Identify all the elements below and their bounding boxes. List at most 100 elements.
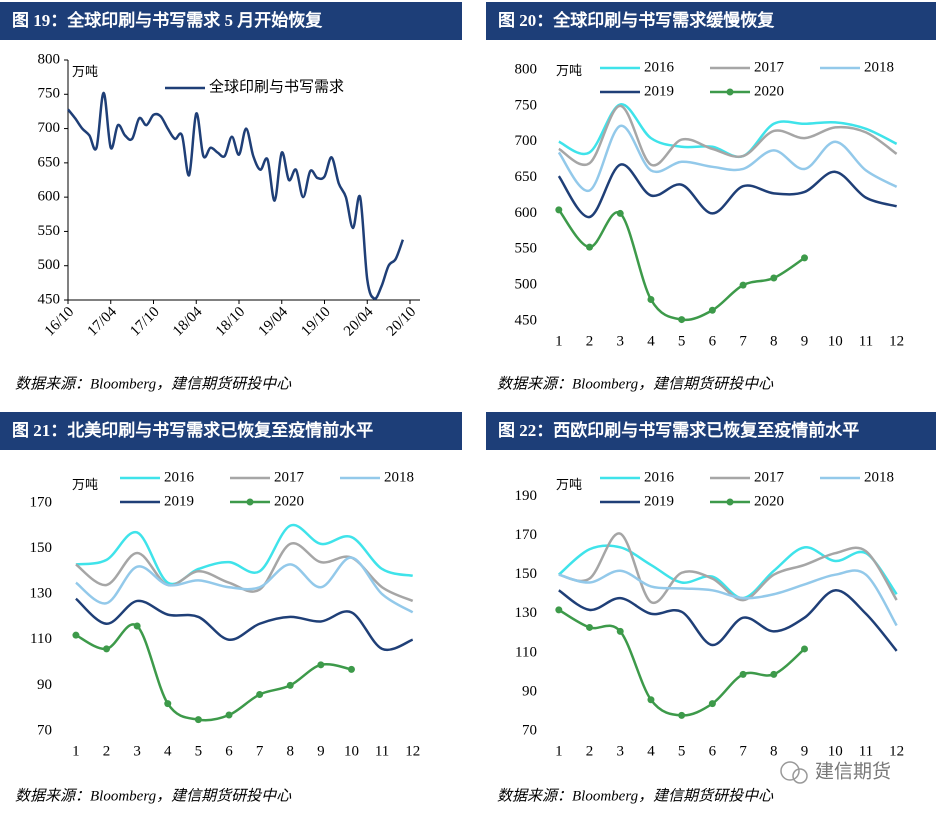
x-tick-label: 4 <box>647 333 655 349</box>
x-tick-label: 5 <box>195 743 203 759</box>
series-line <box>558 589 898 652</box>
x-tick-label: 9 <box>317 743 325 759</box>
legend-label: 2020 <box>754 83 784 99</box>
x-tick-label: 10 <box>828 743 843 759</box>
y-tick-label: 170 <box>515 527 538 543</box>
x-tick-label: 9 <box>801 333 809 349</box>
x-tick-label: 20/04 <box>341 304 377 340</box>
legend-marker <box>726 88 734 96</box>
unit-label: 万吨 <box>72 64 98 79</box>
x-tick-label: 11 <box>859 333 873 349</box>
y-tick-label: 800 <box>38 51 61 67</box>
watermark: 建信期货 <box>780 761 891 784</box>
watermark-icon <box>780 761 800 781</box>
x-tick-label: 7 <box>739 333 747 349</box>
x-tick-label: 9 <box>801 743 809 759</box>
series-line <box>67 91 405 300</box>
series-marker <box>801 645 809 653</box>
series-marker <box>708 700 716 708</box>
series-marker <box>708 306 716 314</box>
legend-label: 2019 <box>644 83 674 99</box>
x-tick-label: 20/10 <box>384 304 419 339</box>
x-tick-label: 4 <box>164 743 172 759</box>
unit-label: 万吨 <box>556 477 582 492</box>
series-line <box>557 163 897 219</box>
x-tick-label: 5 <box>678 743 686 759</box>
y-tick-label: 70 <box>522 722 537 738</box>
series-line <box>558 104 898 167</box>
x-tick-label: 17/04 <box>85 304 121 340</box>
series-marker <box>72 631 80 639</box>
legend-label: 2017 <box>754 59 785 75</box>
chart-title: 图 19：全球印刷与书写需求 5 月开始恢复 <box>12 10 323 30</box>
y-tick-label: 130 <box>515 605 538 621</box>
y-tick-label: 650 <box>38 154 61 170</box>
series-marker <box>616 209 624 217</box>
series-marker <box>317 661 325 669</box>
x-tick-label: 8 <box>770 333 778 349</box>
series-marker <box>555 206 563 214</box>
y-tick-label: 150 <box>30 540 53 556</box>
chart-title: 图 20：全球印刷与书写需求缓慢恢复 <box>498 10 775 30</box>
x-tick-label: 4 <box>647 743 655 759</box>
x-tick-label: 2 <box>586 333 594 349</box>
legend-marker <box>246 498 254 506</box>
x-tick-label: 10 <box>344 743 359 759</box>
series-line <box>558 532 898 605</box>
series-line <box>558 569 898 627</box>
x-tick-label: 10 <box>828 333 843 349</box>
series-marker <box>647 696 655 704</box>
series-line <box>75 542 414 603</box>
x-tick-label: 17/10 <box>127 304 162 339</box>
legend-label: 2019 <box>644 493 674 509</box>
y-tick-label: 750 <box>38 86 61 102</box>
y-tick-label: 500 <box>515 277 538 293</box>
chart-title: 图 22：西欧印刷与书写需求已恢复至疫情前水平 <box>498 420 859 440</box>
series-line <box>558 608 806 717</box>
y-tick-label: 450 <box>38 291 61 307</box>
x-tick-label: 12 <box>405 743 420 759</box>
x-tick-label: 12 <box>889 743 904 759</box>
series-marker <box>103 645 111 653</box>
x-tick-label: 16/10 <box>42 304 77 339</box>
legend-label: 2018 <box>864 59 894 75</box>
x-tick-label: 7 <box>256 743 264 759</box>
chart-panel: 图 21：北美印刷与书写需求已恢复至疫情前水平万吨数据来源：Bloomberg，… <box>0 412 462 804</box>
x-tick-label: 18/10 <box>213 304 248 339</box>
y-tick-label: 110 <box>515 644 537 660</box>
panel-header <box>486 412 936 450</box>
panel-header <box>486 2 936 40</box>
series-line <box>75 523 413 586</box>
series-marker <box>256 690 264 698</box>
series-line <box>558 544 898 600</box>
chart-panel: 图 22：西欧印刷与书写需求已恢复至疫情前水平万吨数据来源：Bloomberg，… <box>486 412 936 804</box>
chart-panel: 图 19：全球印刷与书写需求 5 月开始恢复万吨数据来源：Bloomberg，建… <box>0 2 462 392</box>
y-tick-label: 550 <box>515 241 538 257</box>
series-marker <box>347 665 355 673</box>
y-tick-label: 170 <box>30 494 53 510</box>
x-tick-label: 2 <box>586 743 594 759</box>
y-tick-label: 600 <box>38 189 61 205</box>
x-tick-label: 6 <box>709 333 717 349</box>
series-line <box>75 597 414 652</box>
y-tick-label: 650 <box>515 169 538 185</box>
x-tick-label: 11 <box>375 743 389 759</box>
x-tick-label: 19/04 <box>256 304 292 340</box>
x-tick-label: 18/04 <box>170 304 206 340</box>
series-marker <box>770 670 778 678</box>
series-marker <box>586 623 594 631</box>
panel-header <box>0 412 462 450</box>
series-line <box>75 556 414 614</box>
legend-label: 2016 <box>644 469 675 485</box>
series-marker <box>647 295 655 303</box>
x-tick-label: 2 <box>103 743 111 759</box>
series-marker <box>225 711 233 719</box>
series-marker <box>286 681 294 689</box>
x-tick-label: 3 <box>616 743 624 759</box>
series-marker <box>801 254 809 262</box>
panel-header <box>0 2 462 40</box>
series-marker <box>555 606 563 614</box>
series-marker <box>194 716 202 724</box>
x-tick-label: 6 <box>225 743 233 759</box>
